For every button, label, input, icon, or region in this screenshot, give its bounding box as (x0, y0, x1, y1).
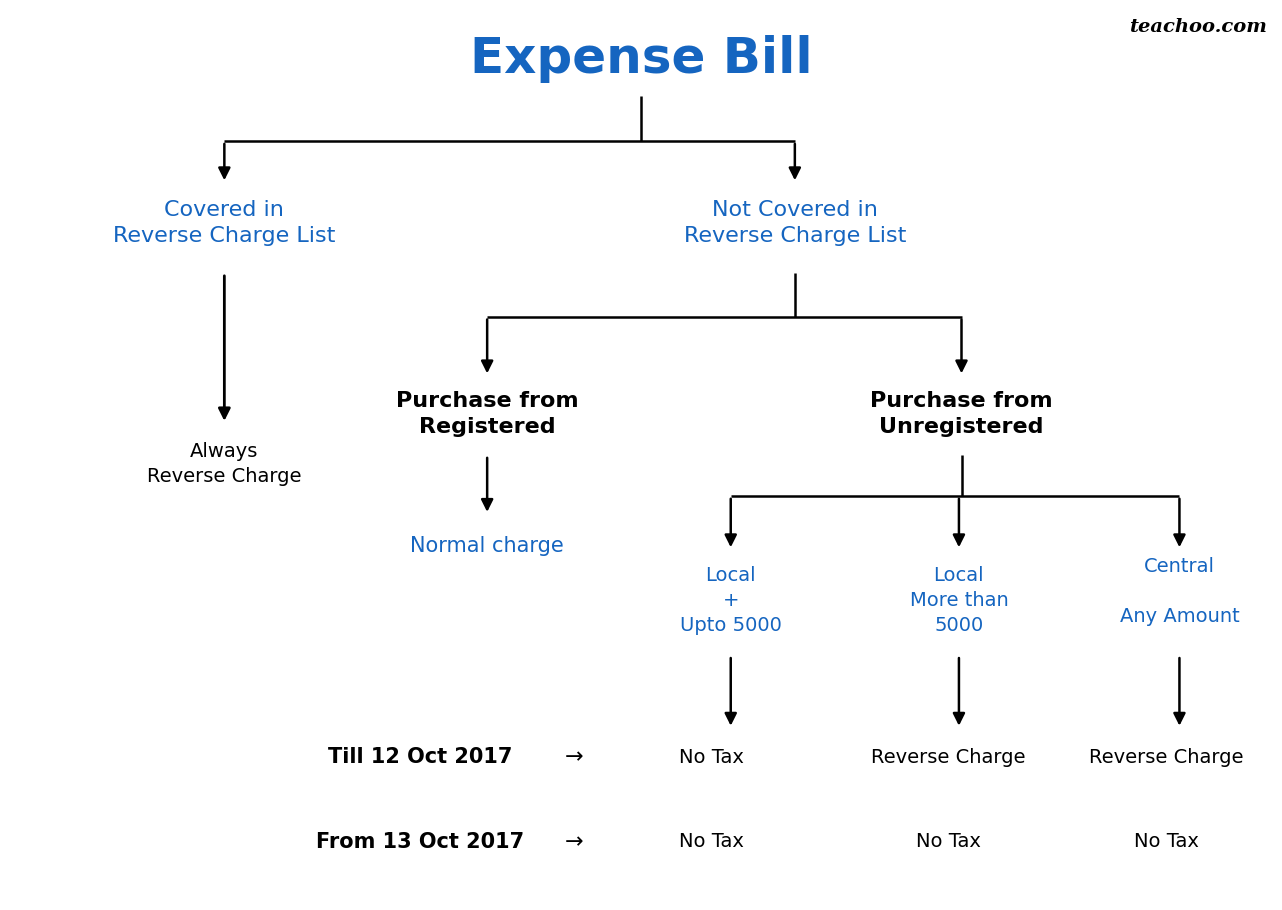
Text: From 13 Oct 2017: From 13 Oct 2017 (317, 832, 524, 852)
Text: →: → (565, 747, 583, 767)
Text: Expense Bill: Expense Bill (469, 35, 813, 83)
Text: Till 12 Oct 2017: Till 12 Oct 2017 (328, 747, 513, 767)
Text: Purchase from
Unregistered: Purchase from Unregistered (870, 391, 1053, 437)
Text: Local
More than
5000: Local More than 5000 (909, 566, 1009, 635)
Text: Local
+
Upto 5000: Local + Upto 5000 (679, 566, 782, 635)
Text: Reverse Charge: Reverse Charge (1090, 748, 1244, 766)
Text: teachoo.com: teachoo.com (1129, 18, 1267, 36)
Text: Reverse Charge: Reverse Charge (872, 748, 1026, 766)
Text: No Tax: No Tax (1135, 833, 1199, 851)
Text: No Tax: No Tax (679, 748, 744, 766)
Text: No Tax: No Tax (679, 833, 744, 851)
Text: Not Covered in
Reverse Charge List: Not Covered in Reverse Charge List (683, 200, 906, 246)
Text: No Tax: No Tax (917, 833, 981, 851)
Text: Central

Any Amount: Central Any Amount (1119, 557, 1240, 626)
Text: Covered in
Reverse Charge List: Covered in Reverse Charge List (113, 200, 336, 246)
Text: Always
Reverse Charge: Always Reverse Charge (147, 442, 301, 486)
Text: →: → (565, 832, 583, 852)
Text: Purchase from
Registered: Purchase from Registered (396, 391, 578, 437)
Text: Normal charge: Normal charge (410, 536, 564, 556)
